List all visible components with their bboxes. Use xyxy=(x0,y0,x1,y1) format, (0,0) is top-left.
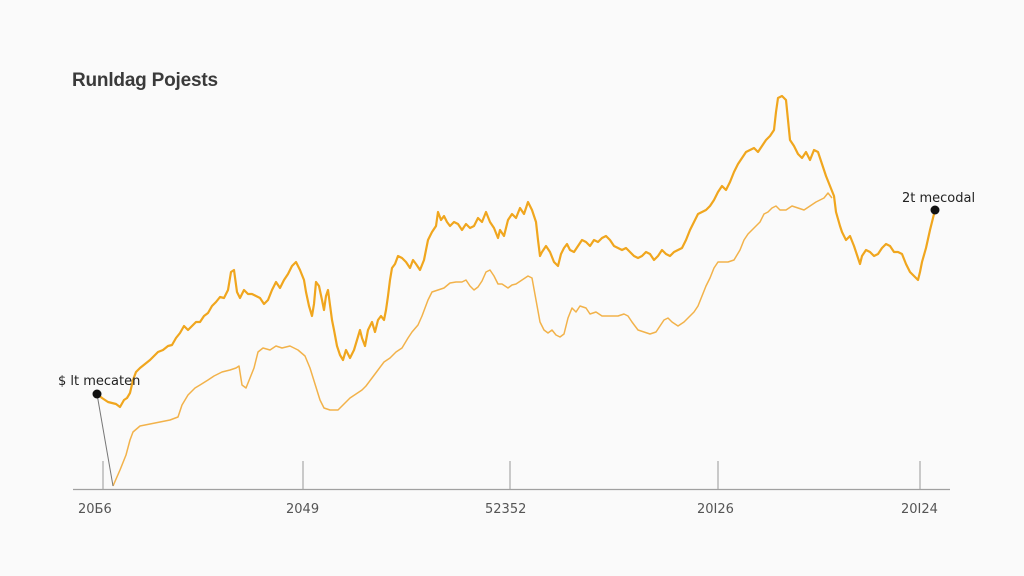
end-annotation: 2t mecodal xyxy=(902,191,975,206)
x-tick-label: 20Б6 xyxy=(78,502,112,517)
x-tick-label: 52352 xyxy=(485,502,526,517)
x-tick-label: 2049 xyxy=(286,502,319,517)
chart-title: Runldag Pojests xyxy=(72,70,218,91)
x-tick-label: 20I24 xyxy=(901,502,938,517)
lower-series-line xyxy=(112,192,833,487)
x-axis-ticks xyxy=(102,461,921,489)
upper-series-line xyxy=(96,94,937,409)
start-annotation: $ lt mecaten xyxy=(58,374,140,389)
x-tick-label: 20I26 xyxy=(697,502,734,517)
start-marker[interactable] xyxy=(92,389,102,399)
end-marker[interactable] xyxy=(930,205,940,215)
start-leader-line xyxy=(96,393,114,487)
